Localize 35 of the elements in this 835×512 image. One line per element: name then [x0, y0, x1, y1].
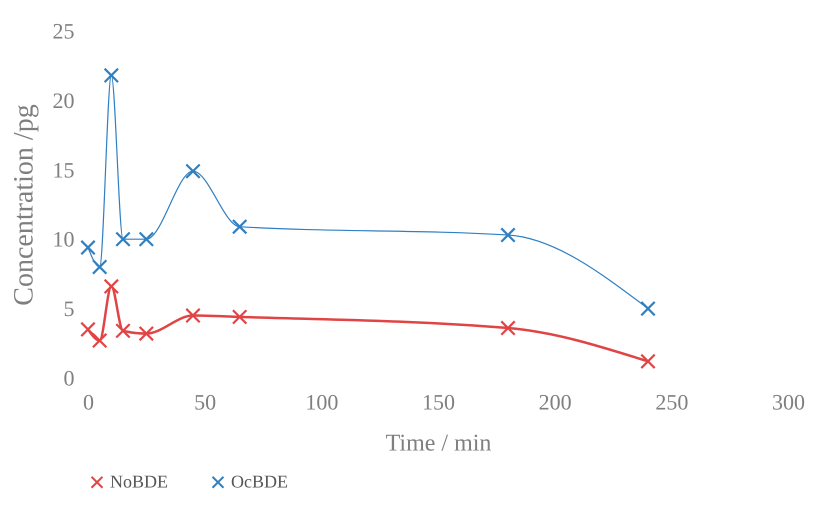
y-tick-label: 0 [64, 366, 74, 390]
point [115, 231, 131, 248]
point [138, 231, 154, 248]
y-tick-label: 15 [52, 157, 74, 182]
point [500, 320, 516, 336]
point [80, 322, 96, 338]
x-tick-label: 300 [772, 390, 805, 414]
point [138, 326, 154, 342]
point [232, 309, 248, 325]
point [232, 218, 248, 235]
x-tick-label: 250 [655, 390, 688, 414]
x-tick-label: 150 [422, 390, 455, 414]
point [92, 332, 108, 348]
point [185, 308, 201, 324]
x-tick-label: 50 [194, 390, 216, 414]
point [640, 300, 656, 316]
point [92, 259, 108, 275]
point [80, 240, 96, 256]
x-tick-label: 0 [83, 390, 94, 414]
point [115, 323, 131, 339]
y-tick-label: 20 [52, 88, 74, 113]
y-axis-title: Concentration /pg [8, 104, 40, 306]
x-tick-label: 100 [305, 390, 338, 414]
point [640, 354, 656, 370]
x-tick-label: 200 [538, 390, 572, 414]
y-tick-label: 5 [64, 296, 74, 322]
x-axis-title: Time / min [386, 430, 492, 456]
legend-label: OcBDE [231, 471, 288, 492]
legend-label: NoBDE [110, 471, 168, 492]
y-tick-label: 10 [52, 226, 74, 252]
y-tick-label: 25 [52, 18, 74, 44]
point [500, 227, 516, 243]
point [104, 68, 120, 84]
point [185, 163, 201, 179]
point [104, 278, 120, 294]
